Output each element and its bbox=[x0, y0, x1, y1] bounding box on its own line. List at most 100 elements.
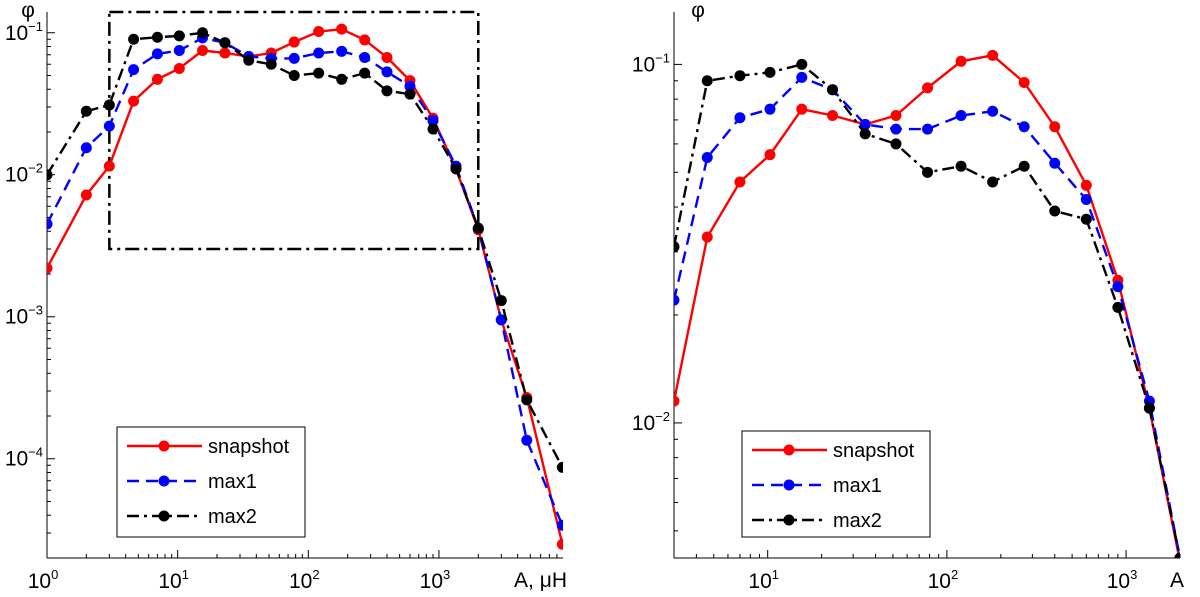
data-point-max2 bbox=[701, 75, 713, 87]
y-tick-label: 10−1 bbox=[632, 50, 670, 76]
x-axis-label: A, μH bbox=[514, 569, 567, 592]
data-point-snapshot bbox=[890, 110, 902, 122]
x-tick-base: 10 bbox=[28, 570, 51, 593]
data-point-snapshot bbox=[173, 63, 185, 75]
data-point-max1 bbox=[103, 120, 115, 132]
data-point-max2 bbox=[151, 31, 163, 43]
data-point-max2 bbox=[173, 30, 185, 42]
x-tick-label: 102 bbox=[928, 567, 959, 593]
data-point-max2 bbox=[1112, 301, 1124, 313]
data-point-max1 bbox=[495, 314, 507, 326]
data-point-max2 bbox=[80, 105, 92, 117]
legend-marker-snapshot bbox=[783, 444, 795, 456]
y-tick-base: 10 bbox=[632, 53, 655, 76]
y-tick-exponent: −1 bbox=[28, 19, 43, 34]
y-tick-exponent: −4 bbox=[28, 445, 43, 460]
data-point-snapshot bbox=[734, 176, 746, 188]
data-point-snapshot bbox=[288, 36, 300, 48]
data-point-max2 bbox=[796, 58, 808, 70]
data-point-max2 bbox=[922, 166, 934, 178]
data-point-max2 bbox=[313, 67, 325, 79]
data-point-snapshot bbox=[701, 231, 713, 243]
data-point-snapshot bbox=[922, 82, 934, 94]
data-point-max1 bbox=[313, 47, 325, 59]
data-point-max2 bbox=[336, 73, 348, 85]
legend-marker-max1 bbox=[158, 475, 170, 487]
y-tick-exponent: −1 bbox=[655, 50, 670, 65]
series-line-max1 bbox=[47, 36, 563, 526]
data-point-snapshot bbox=[796, 103, 808, 115]
data-point-max1 bbox=[381, 66, 393, 78]
data-point-snapshot bbox=[987, 49, 999, 61]
legend-label-max2: max2 bbox=[208, 506, 257, 528]
x-tick-label: 103 bbox=[1107, 567, 1138, 593]
zoom-box bbox=[108, 10, 480, 251]
series-line-max2 bbox=[47, 31, 563, 468]
data-point-max2 bbox=[859, 128, 871, 140]
legend-marker-max2 bbox=[783, 514, 795, 526]
data-point-max1 bbox=[359, 51, 371, 63]
data-point-max2 bbox=[427, 123, 439, 135]
data-point-max1 bbox=[1049, 157, 1061, 169]
data-point-snapshot bbox=[556, 538, 563, 550]
data-point-max1 bbox=[128, 64, 140, 76]
x-tick-base: 10 bbox=[289, 570, 312, 593]
data-point-max2 bbox=[219, 37, 231, 49]
legend-label-max2: max2 bbox=[833, 510, 882, 532]
legend-marker-max2 bbox=[158, 510, 170, 522]
data-point-max2 bbox=[1080, 213, 1092, 225]
data-point-max2 bbox=[265, 58, 277, 70]
data-point-max1 bbox=[288, 52, 300, 64]
data-point-max2 bbox=[734, 70, 746, 82]
data-point-max1 bbox=[796, 71, 808, 83]
data-point-max1 bbox=[151, 48, 163, 60]
x-tick-base: 10 bbox=[748, 570, 771, 593]
data-point-max1 bbox=[1112, 281, 1124, 293]
data-point-snapshot bbox=[197, 44, 209, 56]
y-tick-base: 10 bbox=[5, 306, 28, 329]
legend-label-max1: max1 bbox=[208, 471, 257, 493]
x-tick-label: 100 bbox=[28, 567, 59, 593]
legend-label-snapshot: snapshot bbox=[833, 440, 915, 462]
x-axis-label: A bbox=[1170, 569, 1184, 592]
x-tick-base: 10 bbox=[1107, 570, 1130, 593]
data-point-max2 bbox=[955, 160, 967, 172]
y-tick-exponent: −2 bbox=[655, 409, 670, 424]
data-point-max2 bbox=[495, 295, 507, 307]
data-point-max2 bbox=[1174, 552, 1180, 558]
x-tick-exponent: 2 bbox=[951, 567, 958, 582]
data-point-max2 bbox=[243, 54, 255, 66]
data-point-max2 bbox=[472, 222, 484, 234]
data-point-max2 bbox=[674, 241, 680, 253]
y-axis-label: φ bbox=[691, 0, 705, 22]
data-point-max1 bbox=[701, 151, 713, 163]
y-tick-label: 10−1 bbox=[5, 19, 43, 45]
x-tick-base: 10 bbox=[420, 570, 443, 593]
data-point-max2 bbox=[987, 176, 999, 188]
x-tick-exponent: 3 bbox=[443, 567, 450, 582]
x-tick-exponent: 1 bbox=[182, 567, 189, 582]
y-tick-exponent: −3 bbox=[28, 303, 43, 318]
y-tick-label: 10−4 bbox=[5, 445, 43, 471]
y-tick-label: 10−3 bbox=[5, 303, 43, 329]
data-point-snapshot bbox=[47, 262, 53, 274]
data-point-max2 bbox=[381, 85, 393, 97]
data-point-max1 bbox=[859, 118, 871, 130]
plot-area bbox=[47, 23, 563, 550]
data-point-max2 bbox=[47, 169, 53, 181]
data-point-max1 bbox=[674, 294, 680, 306]
x-tick-exponent: 2 bbox=[312, 567, 319, 582]
legend-label-max1: max1 bbox=[833, 475, 882, 497]
data-point-max2 bbox=[359, 67, 371, 79]
data-point-snapshot bbox=[381, 51, 393, 63]
data-point-max2 bbox=[556, 461, 563, 473]
y-tick-base: 10 bbox=[5, 164, 28, 187]
data-point-max2 bbox=[764, 66, 776, 78]
series-line-max1 bbox=[674, 75, 1180, 558]
data-point-max1 bbox=[336, 45, 348, 57]
x-tick-label: 103 bbox=[420, 567, 451, 593]
legend-marker-max1 bbox=[783, 479, 795, 491]
data-point-max1 bbox=[955, 110, 967, 122]
